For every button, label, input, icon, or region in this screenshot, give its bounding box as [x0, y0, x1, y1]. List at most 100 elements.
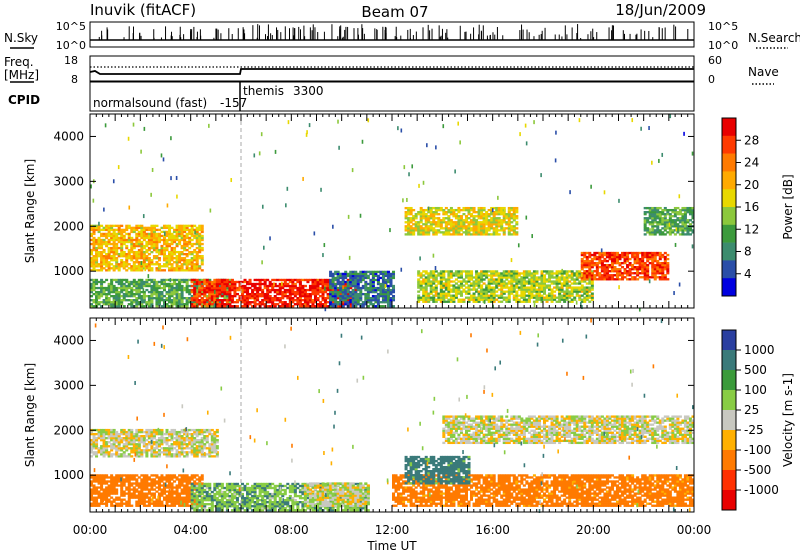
heatmap-cell — [425, 288, 428, 290]
heatmap-cell — [216, 285, 219, 287]
heatmap-cell — [420, 272, 423, 274]
heatmap-cell — [120, 233, 123, 235]
heatmap-cell — [450, 219, 453, 221]
heatmap-cell — [430, 293, 433, 295]
heatmap-cell — [160, 267, 162, 271]
heatmap-cell — [508, 211, 511, 213]
heatmap-cell — [203, 295, 206, 297]
heatmap-cell — [150, 267, 153, 269]
heatmap-cell — [646, 266, 649, 268]
heatmap-cell — [666, 268, 669, 270]
heatmap-cell — [115, 245, 118, 247]
heatmap-cell — [372, 283, 375, 285]
heatmap-cell — [201, 257, 204, 259]
heatmap-cell — [93, 245, 96, 247]
heatmap-cell — [669, 114, 671, 118]
heatmap-cell — [100, 245, 103, 247]
heatmap-cell — [523, 297, 526, 299]
heatmap-cell — [473, 295, 476, 297]
heatmap-cell — [480, 276, 483, 278]
heatmap-cell — [186, 255, 189, 257]
station-title: Inuvik (fitACF) — [90, 1, 196, 19]
heatmap-cell — [664, 260, 667, 262]
heatmap-cell — [118, 269, 121, 271]
heatmap-cell — [543, 290, 546, 292]
heatmap-cell — [103, 281, 106, 283]
heatmap-cell — [374, 291, 377, 293]
heatmap-cell — [329, 301, 332, 303]
heatmap-cell — [130, 237, 133, 239]
heatmap-cell — [133, 123, 135, 127]
heatmap-cell — [631, 264, 634, 266]
heatmap-cell — [304, 291, 307, 293]
heatmap-cell — [483, 209, 486, 211]
heatmap-cell — [135, 237, 138, 239]
heatmap-cell — [110, 263, 113, 265]
heatmap-cell — [515, 233, 518, 235]
heatmap-cell — [337, 279, 340, 281]
heatmap-cell — [145, 255, 148, 257]
heatmap-cell — [158, 259, 161, 261]
heatmap-cell — [528, 270, 531, 272]
heatmap-cell — [372, 285, 375, 287]
heatmap-cell — [231, 297, 234, 299]
heatmap-cell — [281, 282, 283, 286]
heatmap-cell — [475, 270, 478, 272]
heatmap-cell — [445, 207, 448, 209]
heatmap-cell — [213, 297, 216, 299]
heatmap-cell — [228, 291, 231, 293]
heatmap-cell — [503, 293, 506, 295]
heatmap-cell — [138, 293, 141, 295]
heatmap-cell — [692, 152, 694, 156]
heatmap-cell — [150, 301, 153, 303]
heatmap-cell — [176, 291, 179, 293]
colorbar-tick-label: 24 — [744, 156, 759, 170]
heatmap-cell — [646, 274, 649, 276]
heatmap-cell — [387, 287, 390, 289]
heatmap-cell — [593, 276, 596, 278]
heatmap-cell — [392, 289, 395, 291]
heatmap-cell — [344, 271, 347, 273]
heatmap-cell — [442, 276, 445, 278]
heatmap-cell — [538, 293, 541, 295]
heatmap-cell — [186, 283, 189, 285]
heatmap-cell — [100, 285, 103, 287]
heatmap-cell — [445, 213, 448, 215]
heatmap-cell — [168, 261, 171, 263]
heatmap-cell — [440, 280, 443, 282]
heatmap-cell — [596, 270, 599, 272]
heatmap-cell — [478, 301, 481, 303]
heatmap-cell — [598, 272, 601, 274]
heatmap-cell — [666, 270, 669, 272]
heatmap-cell — [261, 291, 264, 293]
heatmap-cell — [256, 299, 259, 301]
heatmap-cell — [629, 262, 632, 264]
heatmap-cell — [503, 211, 506, 213]
heatmap-cell — [274, 295, 277, 297]
heatmap-cell — [261, 260, 263, 264]
heatmap-cell — [581, 273, 583, 277]
heatmap-cell — [201, 263, 204, 265]
heatmap-cell — [447, 282, 450, 284]
heatmap-cell — [503, 280, 506, 282]
heatmap-cell — [455, 295, 458, 297]
heatmap-cell — [407, 223, 410, 225]
nsky-tick-top: 10^5 — [56, 20, 86, 33]
heatmap-cell — [329, 271, 332, 273]
heatmap-cell — [686, 231, 689, 233]
heatmap-cell — [193, 225, 196, 227]
heatmap-cell — [442, 274, 445, 276]
heatmap-cell — [163, 157, 165, 161]
heatmap-cell — [528, 301, 531, 303]
heatmap-cell — [269, 295, 272, 297]
heatmap-cell — [470, 278, 473, 280]
heatmap-cell — [140, 279, 143, 281]
heatmap-cell — [581, 268, 584, 270]
heatmap-cell — [271, 301, 274, 303]
heatmap-cell — [646, 278, 649, 280]
heatmap-cell — [196, 231, 199, 233]
heatmap-cell — [150, 193, 152, 197]
heatmap-cell — [462, 299, 465, 301]
heatmap-cell — [473, 293, 476, 295]
heatmap-cell — [364, 281, 367, 283]
